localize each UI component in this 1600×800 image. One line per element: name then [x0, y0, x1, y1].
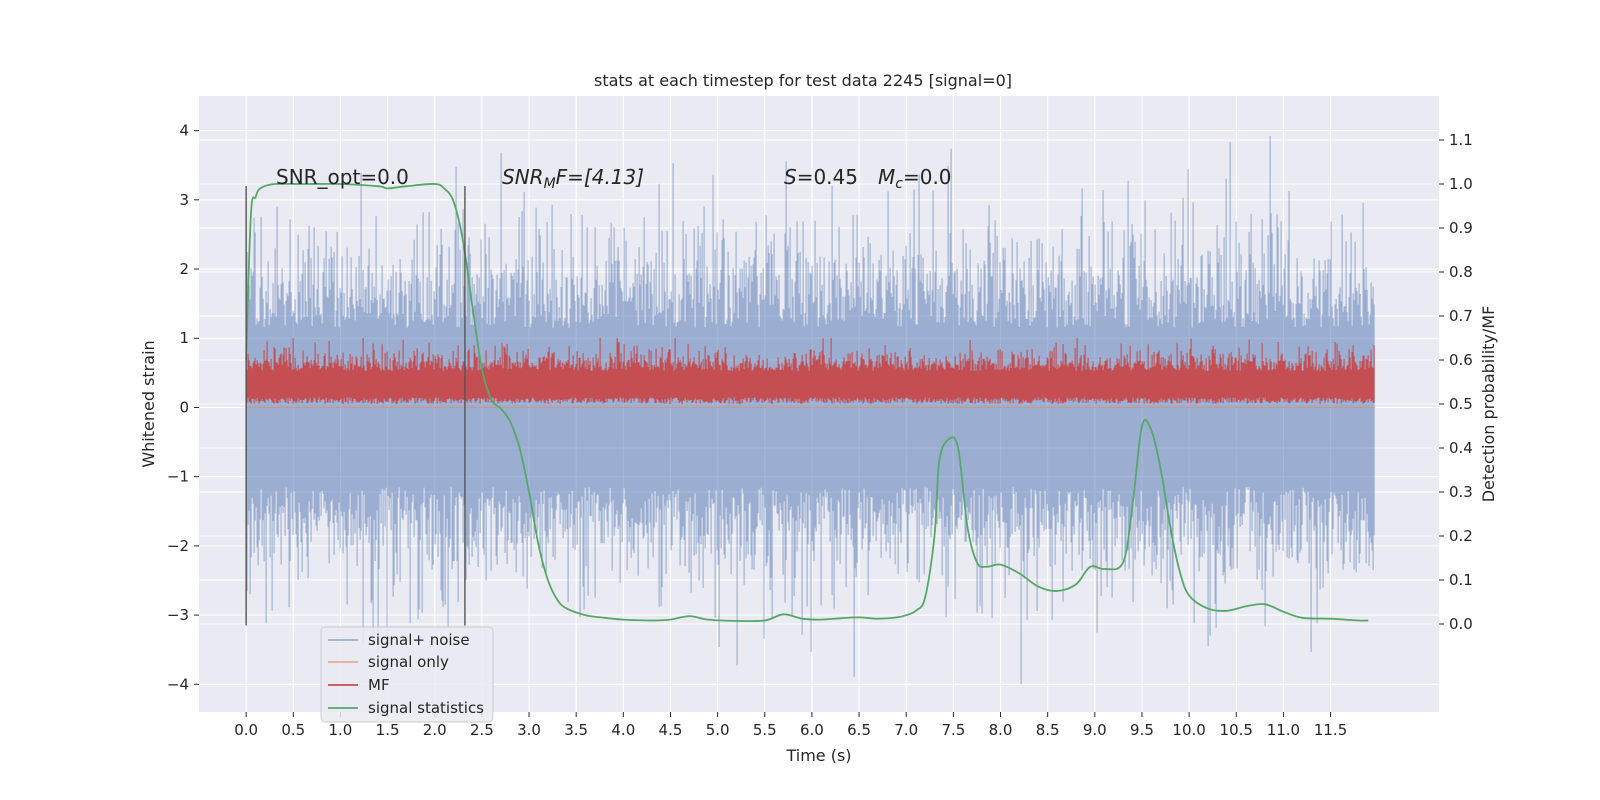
y2-tick-label-1: 1.0: [1449, 175, 1473, 193]
y-tick-label-5: −1: [167, 468, 189, 486]
y2-tick-label-11: 0.0: [1449, 615, 1473, 633]
y2-tick-label-7: 0.4: [1449, 439, 1473, 457]
legend-frame: [320, 626, 494, 723]
signal-statistics-line: [245, 182, 1369, 623]
x-tick-label-16: 8.0: [989, 721, 1013, 739]
y2-tick-label-2: 0.9: [1449, 219, 1473, 237]
x-tick-label-14: 7.0: [894, 721, 918, 739]
legend-label-signal-statistics: signal statistics: [368, 699, 484, 717]
x-tick-label-6: 3.0: [517, 721, 541, 739]
y2-tick-label-6: 0.5: [1449, 395, 1473, 413]
y2-tick-label-5: 0.6: [1449, 351, 1473, 369]
x-tick-label-1: 0.5: [281, 721, 305, 739]
x-tick-label-20: 10.0: [1172, 721, 1205, 739]
y-axis-label: Whitened strain: [139, 340, 158, 467]
annotation-snr-mf-value: F=[4.13]: [556, 165, 644, 189]
x-tick-label-5: 2.5: [470, 721, 494, 739]
y-tick-label-3: 1: [179, 329, 189, 347]
legend-label-mf: MF: [368, 676, 390, 694]
annotation-mc: Mc=0.0: [878, 165, 952, 192]
x-tick-label-9: 4.5: [659, 721, 683, 739]
annotation-snr-opt: SNR_opt=0.0: [276, 165, 409, 189]
y2-tick-label-4: 0.7: [1449, 307, 1473, 325]
legend-label-signal-plus-noise: signal+ noise: [368, 631, 470, 649]
annotation-s: S=0.45: [784, 165, 858, 189]
y2-tick-label-8: 0.3: [1449, 483, 1473, 501]
x-tick-label-15: 7.5: [941, 721, 965, 739]
y-tick-label-1: 3: [179, 191, 189, 209]
annotation-mc-value: =0.0: [903, 165, 952, 189]
x-axis-ticks: 0.0 0.5 1.0 1.5 2.0 2.5 3.0 3.5 4.0 4.5 5.0 5.5 6.0 6…: [234, 712, 1347, 739]
x-tick-label-4: 2.0: [423, 721, 447, 739]
x-tick-label-22: 11.0: [1267, 721, 1300, 739]
legend-label-signal-only: signal only: [368, 653, 449, 671]
x-tick-label-18: 9.0: [1083, 721, 1107, 739]
x-axis-label: Time (s): [785, 746, 851, 765]
annotation-snr-mf-symbol: SNR: [502, 165, 544, 189]
y-tick-label-7: −3: [167, 606, 189, 624]
y-tick-label-6: −2: [167, 537, 189, 555]
x-tick-label-19: 9.5: [1130, 721, 1154, 739]
y2-axis-label: Detection probability/MF: [1479, 306, 1498, 503]
x-tick-label-21: 10.5: [1220, 721, 1253, 739]
x-tick-label-3: 1.5: [376, 721, 400, 739]
x-tick-label-23: 11.5: [1314, 721, 1347, 739]
vertical-markers: [245, 185, 466, 626]
y-tick-label-4: 0: [179, 398, 189, 416]
x-tick-label-8: 4.0: [611, 721, 635, 739]
annotation-snr-mf: SNRMF=[4.13]: [502, 165, 644, 192]
y2-tick-label-3: 0.8: [1449, 263, 1473, 281]
y2-tick-label-10: 0.1: [1449, 571, 1473, 589]
y-tick-label-2: 2: [179, 260, 189, 278]
chart-title: stats at each timestep for test data 224…: [594, 71, 1012, 90]
y-tick-label-0: 4: [179, 122, 189, 140]
x-tick-label-0: 0.0: [234, 721, 258, 739]
annotation-snr-mf-subscript: M: [544, 176, 556, 192]
series-signal-statistics: [245, 182, 1369, 623]
x-tick-label-11: 5.5: [753, 721, 777, 739]
annotation-mc-symbol: M: [878, 165, 895, 189]
y-tick-label-8: −4: [167, 675, 189, 693]
annotation-s-value: =0.45: [797, 165, 858, 189]
y2-tick-label-9: 0.2: [1449, 527, 1473, 545]
x-tick-label-2: 1.0: [329, 721, 353, 739]
x-tick-label-17: 8.5: [1036, 721, 1060, 739]
y2-axis-ticks: 1.1 1.0 0.9 0.8 0.7 0.6 0.5 0.4 0.3 0.2 0.1 0.0: [1439, 131, 1473, 633]
x-tick-label-7: 3.5: [564, 721, 588, 739]
y2-tick-label-0: 1.1: [1449, 131, 1473, 149]
legend: signal+ noise signal only MF signal stat…: [320, 626, 494, 723]
annotation-s-symbol: S: [784, 165, 797, 189]
x-tick-label-13: 6.5: [847, 721, 871, 739]
x-tick-label-12: 6.0: [800, 721, 824, 739]
annotation-mc-subscript: c: [895, 176, 903, 192]
x-tick-label-10: 5.0: [706, 721, 730, 739]
y-axis-ticks: 4 3 2 1 0 −1 −2 −3 −4: [167, 122, 199, 693]
